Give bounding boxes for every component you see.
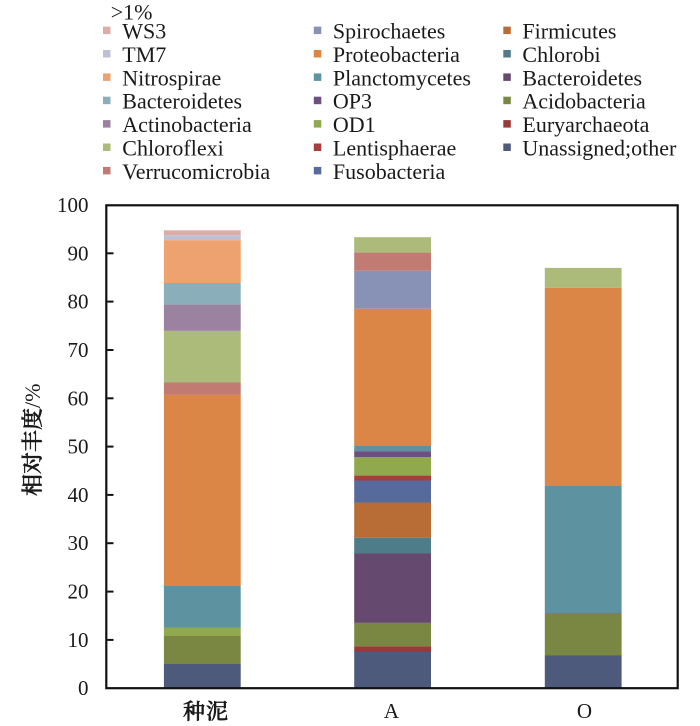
svg-text:OD1: OD1 — [333, 112, 376, 137]
svg-text:Lentisphaerae: Lentisphaerae — [333, 136, 456, 161]
svg-text:20: 20 — [68, 580, 89, 604]
svg-text:/%: /% — [20, 384, 45, 408]
svg-text:Spirochaetes: Spirochaetes — [333, 19, 445, 44]
svg-text:Chloroflexi: Chloroflexi — [122, 136, 223, 161]
svg-text:Verrucomicrobia: Verrucomicrobia — [122, 159, 270, 184]
svg-text:Bacteroidetes: Bacteroidetes — [522, 65, 642, 90]
svg-text:50: 50 — [68, 435, 89, 459]
svg-text:Firmicutes: Firmicutes — [522, 19, 616, 44]
svg-text:Fusobacteria: Fusobacteria — [333, 159, 446, 184]
svg-text:30: 30 — [68, 531, 89, 555]
svg-text:A: A — [384, 699, 400, 723]
svg-text:80: 80 — [68, 290, 89, 314]
svg-text:TM7: TM7 — [122, 42, 166, 67]
svg-text:40: 40 — [68, 483, 89, 507]
svg-text:Euryarchaeota: Euryarchaeota — [522, 112, 649, 137]
svg-text:90: 90 — [68, 241, 89, 265]
svg-text:Unassigned;other: Unassigned;other — [522, 136, 677, 161]
svg-text:Nitrospirae: Nitrospirae — [122, 65, 221, 90]
svg-text:Proteobacteria: Proteobacteria — [333, 42, 460, 67]
svg-text:Acidobacteria: Acidobacteria — [522, 89, 646, 114]
svg-text:WS3: WS3 — [122, 19, 166, 44]
svg-text:Planctomycetes: Planctomycetes — [333, 65, 471, 90]
svg-text:Bacteroidetes: Bacteroidetes — [122, 89, 242, 114]
svg-text:60: 60 — [68, 386, 89, 410]
svg-text:0: 0 — [78, 676, 89, 700]
svg-text:70: 70 — [68, 338, 89, 362]
svg-text:O: O — [577, 699, 592, 723]
svg-text:10: 10 — [68, 628, 89, 652]
svg-text:100: 100 — [57, 193, 89, 217]
svg-text:>1%: >1% — [111, 0, 153, 24]
svg-text:OP3: OP3 — [333, 89, 372, 114]
svg-text:Chlorobi: Chlorobi — [522, 42, 600, 67]
svg-text:Actinobacteria: Actinobacteria — [122, 112, 252, 137]
